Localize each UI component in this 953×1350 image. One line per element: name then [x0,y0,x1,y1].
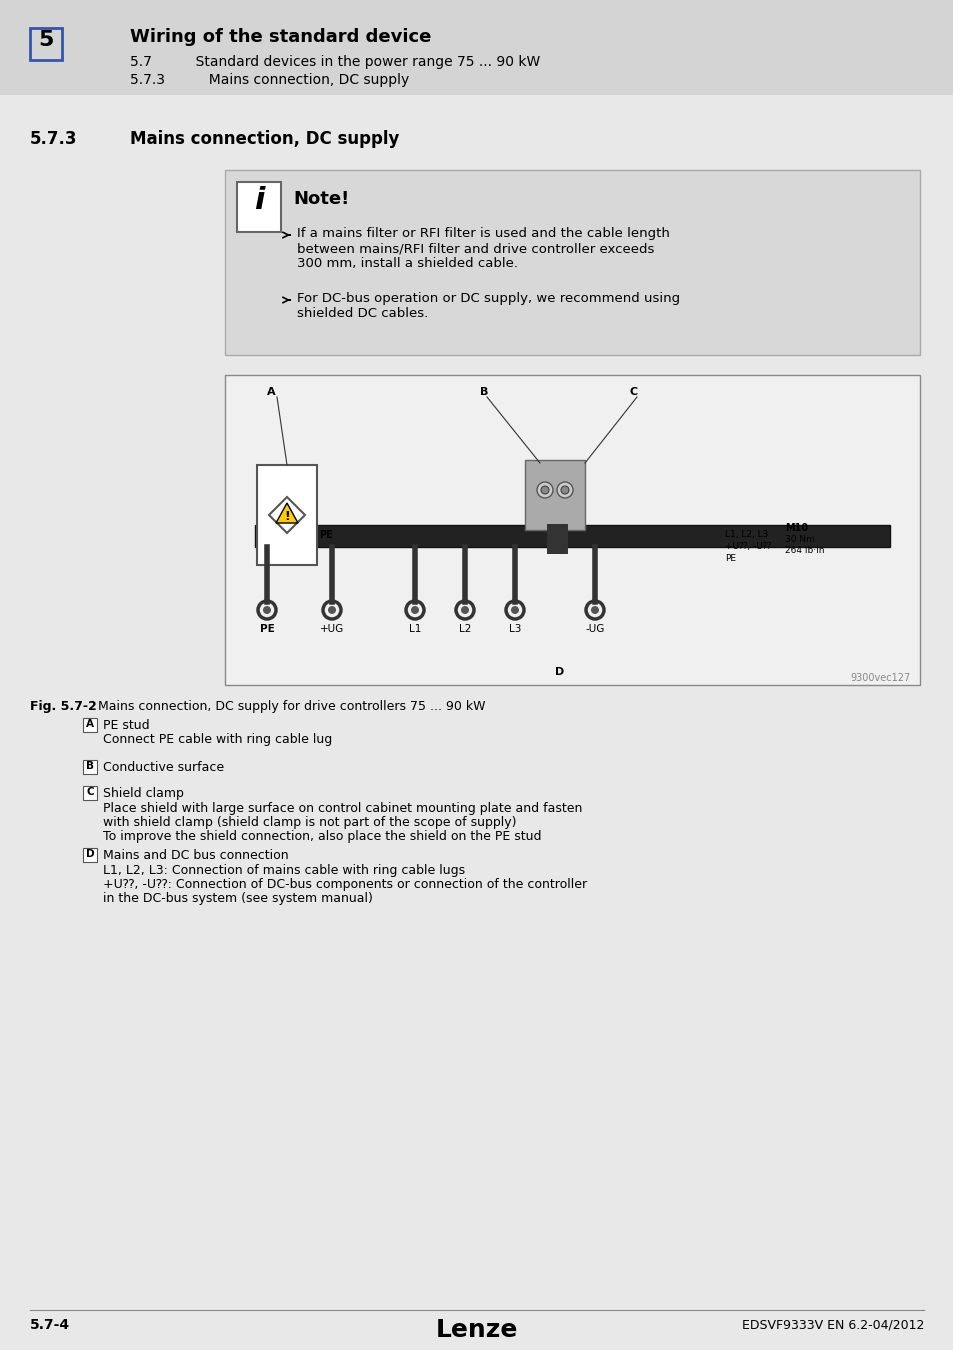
Text: 5.7.3: 5.7.3 [30,130,77,148]
Text: Conductive surface: Conductive surface [103,761,224,774]
Text: L1, L2, L3: Connection of mains cable with ring cable lugs: L1, L2, L3: Connection of mains cable wi… [103,864,465,878]
Bar [524,460,584,531]
Text: +U⁇, -U⁇: Connection of DC-bus components or connection of the controller: +U⁇, -U⁇: Connection of DC-bus component… [103,878,586,891]
Bar [83,786,97,801]
Text: Mains and DC bus connection: Mains and DC bus connection [103,849,289,863]
Bar [256,464,316,566]
Text: Connect PE cable with ring cable lug: Connect PE cable with ring cable lug [103,733,332,747]
Text: To improve the shield connection, also place the shield on the PE stud: To improve the shield connection, also p… [103,830,541,842]
Text: -UG: -UG [585,624,604,634]
Text: D: D [86,849,94,859]
Text: PE stud: PE stud [103,720,150,732]
Circle shape [411,606,418,614]
Circle shape [537,482,553,498]
Polygon shape [275,504,297,522]
Text: For DC-bus operation or DC supply, we recommend using
shielded DC cables.: For DC-bus operation or DC supply, we re… [296,292,679,320]
Text: Note!: Note! [293,190,349,208]
Text: 5.7.3          Mains connection, DC supply: 5.7.3 Mains connection, DC supply [130,73,409,86]
Bar [236,182,281,232]
Text: Place shield with large surface on control cabinet mounting plate and fasten: Place shield with large surface on contr… [103,802,581,815]
Text: M10: M10 [784,522,807,533]
Text: Wiring of the standard device: Wiring of the standard device [130,28,431,46]
Bar [30,28,62,59]
Text: B: B [479,387,488,397]
Text: Mains connection, DC supply: Mains connection, DC supply [130,130,399,148]
Text: !: ! [284,510,290,524]
Bar [83,718,97,732]
Circle shape [511,606,518,614]
Circle shape [590,606,598,614]
Text: 9300vec127: 9300vec127 [849,674,909,683]
Text: i: i [253,186,264,215]
Circle shape [560,486,568,494]
Circle shape [460,606,469,614]
FancyBboxPatch shape [225,170,919,355]
Text: 5.7          Standard devices in the power range 75 ... 90 kW: 5.7 Standard devices in the power range … [130,55,539,69]
Circle shape [557,482,573,498]
Text: PE: PE [259,624,274,634]
Text: 30 Nm: 30 Nm [784,535,814,544]
FancyBboxPatch shape [225,375,919,684]
Circle shape [263,606,271,614]
Text: L3: L3 [508,624,520,634]
Text: Fig. 5.7-2: Fig. 5.7-2 [30,701,96,713]
Text: 5: 5 [38,30,53,50]
Circle shape [540,486,548,494]
Text: Lenze: Lenze [436,1318,517,1342]
Bar [83,760,97,774]
Text: EDSVF9333V EN 6.2-04/2012: EDSVF9333V EN 6.2-04/2012 [740,1318,923,1331]
Text: C: C [86,787,93,796]
Text: B: B [86,761,94,771]
Text: L2: L2 [458,624,471,634]
Text: 264 lb·in: 264 lb·in [784,545,823,555]
Text: with shield clamp (shield clamp is not part of the scope of supply): with shield clamp (shield clamp is not p… [103,815,516,829]
Bar [83,848,97,863]
Text: L1: L1 [409,624,420,634]
Text: C: C [629,387,638,397]
Bar [254,525,889,547]
Text: A: A [267,387,275,397]
Text: +UG: +UG [319,624,344,634]
Circle shape [328,606,335,614]
Text: A: A [86,720,94,729]
Text: in the DC-bus system (see system manual): in the DC-bus system (see system manual) [103,892,373,904]
Text: If a mains filter or RFI filter is used and the cable length
between mains/RFI f: If a mains filter or RFI filter is used … [296,227,669,270]
Text: +U⁇, -U⁇: +U⁇, -U⁇ [724,541,770,551]
Text: Shield clamp: Shield clamp [103,787,184,801]
Text: PE: PE [724,554,735,563]
Text: L1, L2, L3: L1, L2, L3 [724,531,767,539]
Text: 5.7-4: 5.7-4 [30,1318,71,1332]
FancyBboxPatch shape [0,0,953,95]
Text: D: D [555,667,563,676]
Text: PE: PE [318,531,333,540]
Text: Mains connection, DC supply for drive controllers 75 ... 90 kW: Mains connection, DC supply for drive co… [98,701,485,713]
